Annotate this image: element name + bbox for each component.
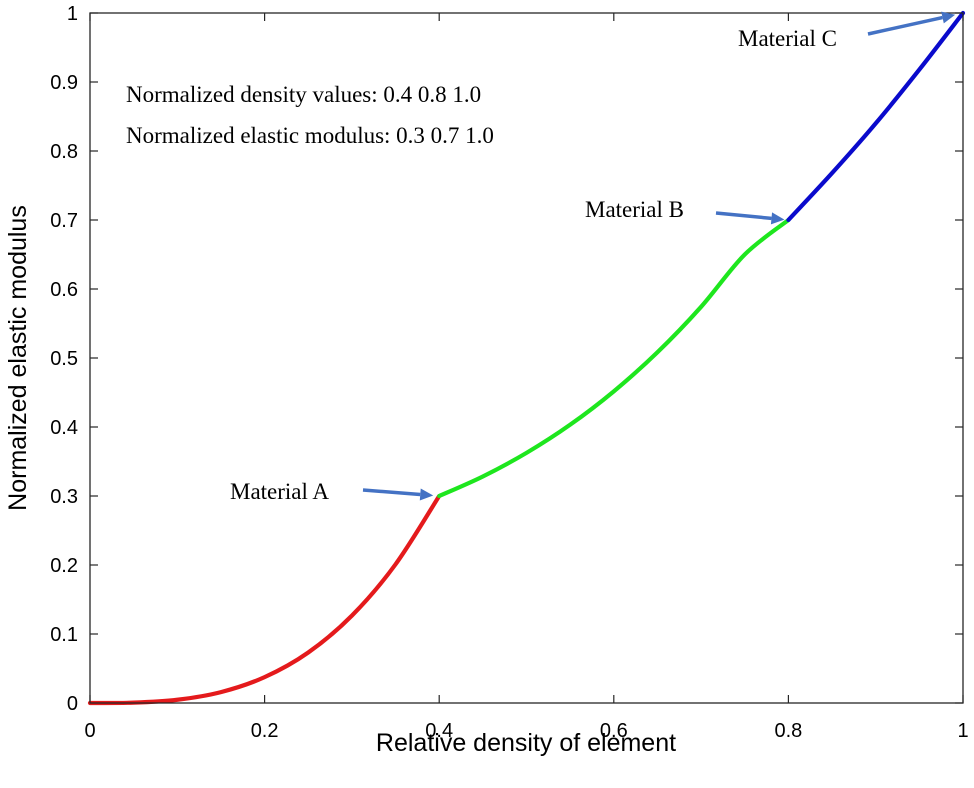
material-a-arrow <box>362 488 434 501</box>
y-tick-label: 1 <box>67 3 78 25</box>
y-tick-label: 0.1 <box>50 624 78 646</box>
material-c-arrow-shaft <box>867 15 943 36</box>
material-a-arrow-shaft <box>362 488 421 497</box>
x-tick-label: 1 <box>957 720 968 742</box>
material-b-label: Material B <box>585 197 684 222</box>
y-tick-label: 0.4 <box>50 417 78 439</box>
x-tick-label: 0 <box>84 720 95 742</box>
y-tick-label: 0.7 <box>50 210 78 232</box>
material-a-arrow-head <box>419 488 434 501</box>
material-c-arrow-head <box>941 11 956 24</box>
material-b-arrow-head <box>770 212 785 225</box>
ticks-layer: 0 0.2 0.4 0.6 0.8 1 0 0.1 0.2 0.3 0.4 0.5 0.6 0.7 0.8 0… <box>50 3 968 742</box>
material-c-label: Material C <box>738 26 837 51</box>
material-b-arrow <box>715 211 785 225</box>
y-tick-label: 0 <box>67 693 78 715</box>
x-tick-label: 0.6 <box>600 720 628 742</box>
x-axis-label: Relative density of element <box>376 729 676 757</box>
x-tick-label: 0.4 <box>425 720 453 742</box>
x-tick-label: 0.2 <box>251 720 279 742</box>
series-line-material-a <box>87 493 442 706</box>
plot-area <box>90 13 963 703</box>
material-a-label: Material A <box>230 479 329 504</box>
x-tick-label: 0.8 <box>774 720 802 742</box>
modulus-note: Normalized elastic modulus: 0.3 0.7 1.0 <box>126 123 494 148</box>
material-b-arrow-shaft <box>715 211 772 221</box>
y-axis-label: Normalized elastic modulus <box>4 205 32 511</box>
series-line-material-c <box>786 10 966 223</box>
axes-box <box>89 12 964 704</box>
material-c-arrow <box>867 11 956 36</box>
series-layer <box>87 10 966 706</box>
arrows-layer <box>362 11 956 501</box>
y-tick-label: 0.9 <box>50 72 78 94</box>
series-line-material-b <box>437 217 791 499</box>
y-tick-label: 0.3 <box>50 486 78 508</box>
y-tick-label: 0.2 <box>50 555 78 577</box>
y-tick-label: 0.8 <box>50 141 78 163</box>
density-note: Normalized density values: 0.4 0.8 1.0 <box>126 82 481 107</box>
y-tick-label: 0.6 <box>50 279 78 301</box>
y-tick-label: 0.5 <box>50 348 78 370</box>
